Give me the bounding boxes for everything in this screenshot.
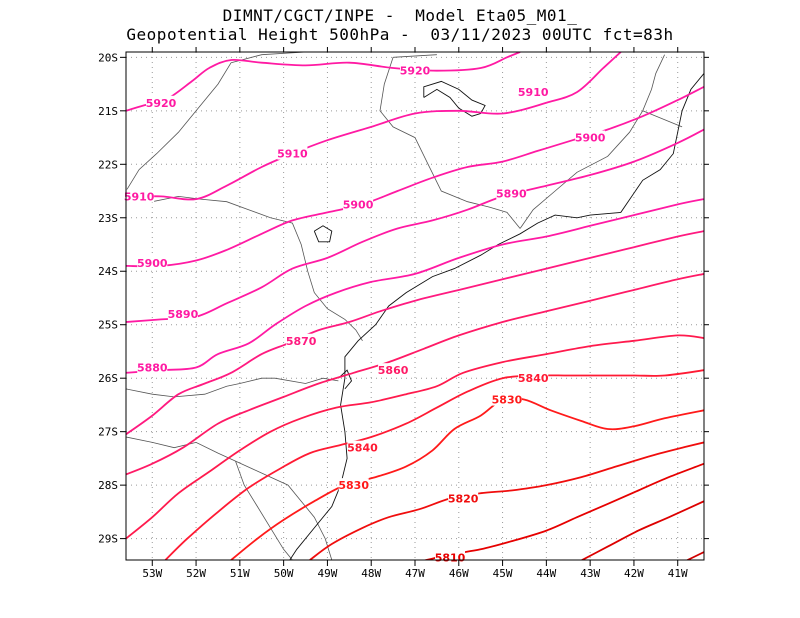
contour-label-bg <box>124 189 155 203</box>
gridlines <box>126 52 704 560</box>
lon-tick-label: 53W <box>142 567 162 580</box>
map-frame <box>125 51 705 561</box>
contour-5790 <box>685 551 704 560</box>
chart-title-line2: Geopotential Height 500hPa - 03/11/2023 … <box>126 25 674 44</box>
contour-label: 5900 <box>137 257 168 270</box>
lat-tick-label: 29S <box>98 533 118 546</box>
contour-5830 <box>230 397 704 560</box>
contour-label: 5910 <box>277 148 308 161</box>
lon-tick-label: 49W <box>317 567 337 580</box>
contour-label: 5900 <box>343 198 374 211</box>
lake-outline <box>313 225 333 243</box>
lon-tick-label: 47W <box>405 567 425 580</box>
lon-tick-label: 50W <box>274 567 294 580</box>
contour-label-bg <box>575 130 606 144</box>
lat-tick-label: 24S <box>98 265 118 278</box>
contour-label: 5890 <box>168 308 199 321</box>
geography <box>126 52 704 560</box>
contour-label-bg <box>400 63 430 77</box>
lat-tick-label: 27S <box>98 426 118 439</box>
contour-label: 5920 <box>146 97 177 110</box>
state-border <box>126 62 232 192</box>
lon-tick-label: 52W <box>186 567 206 580</box>
lon-tick-label: 41W <box>668 567 688 580</box>
lon-tick-label: 43W <box>580 567 600 580</box>
coastline <box>289 73 704 560</box>
lat-tick-label: 28S <box>98 479 118 492</box>
lon-tick-label: 46W <box>449 567 469 580</box>
contour-label-bg <box>378 363 409 377</box>
contour-5810 <box>422 462 704 560</box>
lon-tick-label: 44W <box>536 567 556 580</box>
contour-label-bg <box>286 333 317 347</box>
contour-label: 5840 <box>347 442 378 455</box>
contour-label: 5820 <box>448 493 479 506</box>
contour-lines <box>126 52 704 560</box>
contour-label: 5810 <box>435 551 466 564</box>
lat-tick-label: 20S <box>98 51 118 64</box>
contour-5890 <box>126 128 704 323</box>
contour-label-bg <box>146 95 177 109</box>
state-border <box>393 54 437 58</box>
contour-5880 <box>126 198 704 374</box>
contour-label-bg <box>137 360 168 374</box>
contour-label-bg <box>343 197 374 211</box>
state-border <box>642 110 683 128</box>
contour-label-bg <box>137 256 168 270</box>
contour-label: 5890 <box>496 188 527 201</box>
contour-5900 <box>126 85 704 268</box>
contour-label: 5830 <box>338 479 369 492</box>
contour-5920 <box>126 52 521 112</box>
contour-5870 <box>126 230 704 436</box>
contour-label: 5860 <box>378 364 409 377</box>
contour-label-bg <box>491 392 522 406</box>
state-border <box>235 460 293 560</box>
contour-label-bg <box>518 85 549 99</box>
state-border <box>519 54 665 229</box>
contour-label: 5920 <box>400 65 431 78</box>
contour-5840 <box>164 369 704 560</box>
lat-tick-label: 22S <box>98 158 118 171</box>
contour-labels: 5920 5920 5910 5910 5910 5900 5900 5900 5890 5890… <box>124 63 606 564</box>
contour-5860 <box>126 273 704 476</box>
contour-label: 5840 <box>518 372 549 385</box>
contour-label-bg <box>518 371 549 385</box>
contour-5850 <box>126 334 704 540</box>
contour-5820 <box>309 441 704 560</box>
lon-tick-label: 42W <box>624 567 644 580</box>
contour-label: 5880 <box>137 361 168 374</box>
state-border <box>379 57 521 229</box>
contour-label-bg <box>448 491 479 505</box>
contour-label: 5910 <box>124 190 155 203</box>
contour-5800 <box>580 500 704 560</box>
contour-label-bg <box>347 440 378 454</box>
lon-tick-label: 51W <box>230 567 250 580</box>
lat-tick-label: 21S <box>98 105 118 118</box>
lake-outline <box>338 369 353 390</box>
chart-title-line1: DIMNT/CGCT/INPE - Model Eta05_M01_ <box>222 6 578 25</box>
contour-5910 <box>126 52 622 201</box>
state-border <box>126 190 363 342</box>
lon-tick-label: 45W <box>493 567 513 580</box>
lake-outline <box>423 80 486 117</box>
lat-tick-label: 26S <box>98 372 118 385</box>
lon-tick-label: 48W <box>361 567 381 580</box>
contour-label: 5830 <box>492 394 523 407</box>
contour-label-bg <box>167 307 198 321</box>
contour-label: 5870 <box>286 335 317 348</box>
contour-label: 5900 <box>575 132 606 145</box>
contour-label-bg <box>496 186 527 200</box>
axis-ticks: 53W 52W 51W 50W 49W 48W 47W 46W 45W 44W 43W 42W 41W 2… <box>98 47 709 580</box>
contour-label: 5910 <box>518 86 549 99</box>
contour-label-bg <box>338 478 369 492</box>
lat-tick-label: 23S <box>98 212 118 225</box>
state-border <box>126 377 339 398</box>
contour-label-bg <box>277 146 308 160</box>
state-border <box>126 436 333 560</box>
lat-tick-label: 25S <box>98 319 118 332</box>
